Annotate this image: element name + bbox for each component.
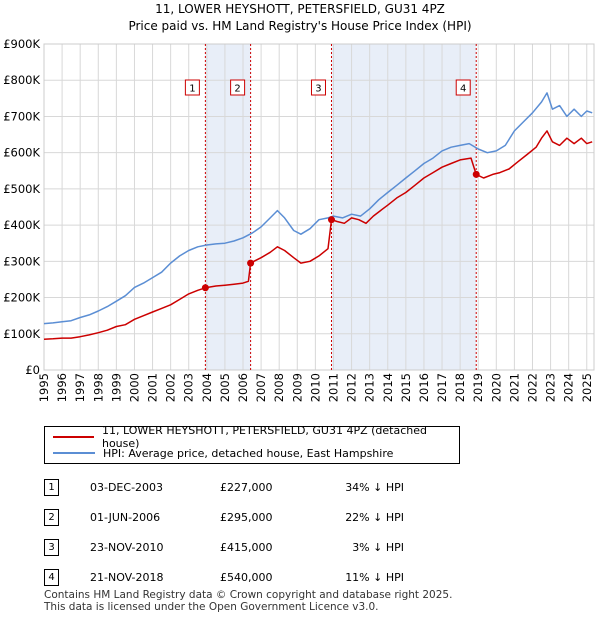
x-tick-label: 2022	[525, 373, 539, 402]
y-tick-label: £900K	[3, 37, 40, 51]
sale-number-box: 3	[44, 538, 59, 556]
x-tick-label: 1998	[91, 373, 105, 402]
sale-number: 1	[44, 472, 90, 502]
x-tick-label: 2018	[453, 373, 467, 402]
y-tick-label: £400K	[3, 218, 40, 232]
sale-point-2	[247, 259, 255, 267]
x-tick-label: 2021	[507, 373, 521, 402]
sale-point-4	[472, 170, 480, 178]
series-line-property	[43, 130, 593, 340]
series-line-hpi	[43, 92, 593, 325]
sale-label-box-1	[184, 79, 200, 96]
y-tick-label: £200K	[3, 291, 40, 305]
sale-date: 01-JUN-2006	[90, 510, 161, 524]
x-tick-label: 2016	[417, 373, 431, 402]
sale-label-1: 1	[189, 84, 195, 95]
x-tick-label: 2002	[164, 373, 178, 402]
sale-label-4: 4	[460, 84, 466, 95]
sale-number: 2	[44, 502, 90, 532]
sale-price: £295,000	[220, 510, 273, 524]
footer-licence: This data is licensed under the Open Gov…	[44, 601, 379, 613]
sale-hpi-diff: 22% ↓ HPI	[345, 510, 404, 524]
y-tick-label: £800K	[3, 73, 40, 87]
legend-line-red	[53, 436, 94, 438]
x-tick-label: 2008	[272, 373, 286, 402]
x-tick-label: 1996	[55, 373, 69, 402]
sales-row: 1 03-DEC-2003 £227,000 34% ↓ HPI	[44, 472, 404, 502]
sale-number: 3	[44, 532, 90, 562]
x-tick-label: 2019	[471, 373, 485, 402]
y-tick-label: £600K	[3, 146, 40, 160]
legend-item-hpi: HPI: Average price, detached house, East…	[53, 445, 393, 461]
sale-price: £415,000	[220, 540, 273, 554]
x-tick-label: 2007	[254, 373, 268, 402]
sale-label-box-3	[310, 79, 326, 96]
x-tick-label: 2010	[308, 373, 322, 402]
x-tick-label: 2025	[580, 373, 594, 402]
plot-area: £0 £100K £200K £300K £400K £500K £600K £700K £80…	[3, 37, 595, 402]
sale-price: £227,000	[220, 480, 273, 494]
legend-label-hpi: HPI: Average price, detached house, East…	[103, 446, 394, 460]
x-tick-label: 1997	[73, 373, 87, 402]
x-tick-label: 2009	[290, 373, 304, 402]
x-tick-label: 2012	[345, 373, 359, 402]
shaded-period-2	[331, 44, 477, 370]
x-tick-label: 2011	[326, 373, 340, 402]
x-tick-label: 2013	[363, 373, 377, 402]
x-tick-label: 1995	[37, 373, 51, 402]
sale-point-1	[201, 284, 209, 292]
chart-subtitle: Price paid vs. HM Land Registry's House …	[128, 19, 471, 33]
x-tick-label: 2004	[200, 373, 214, 402]
sale-date: 03-DEC-2003	[90, 480, 164, 494]
x-tick-label: 2015	[399, 373, 413, 402]
chart-title: 11, LOWER HEYSHOTT, PETERSFIELD, GU31 4P…	[155, 2, 445, 16]
sale-number-box: 2	[44, 508, 59, 526]
x-tick-label: 2017	[435, 373, 449, 402]
x-tick-label: 2006	[236, 373, 250, 402]
sale-point-3	[327, 216, 335, 224]
sale-label-box-2	[230, 79, 246, 96]
price-chart: 11, LOWER HEYSHOTT, PETERSFIELD, GU31 4P…	[3, 2, 595, 402]
x-tick-label: 2005	[218, 373, 232, 402]
sale-date: 23-NOV-2010	[90, 540, 164, 554]
x-tick-label: 2003	[182, 373, 196, 402]
sale-hpi-diff: 3% ↓ HPI	[352, 540, 404, 554]
sales-row: 3 23-NOV-2010 £415,000 3% ↓ HPI	[44, 532, 404, 562]
y-tick-label: £700K	[3, 109, 40, 123]
y-tick-label: £100K	[3, 327, 40, 341]
footer-copyright: Contains HM Land Registry data © Crown c…	[44, 589, 453, 601]
legend-label-property: 11, LOWER HEYSHOTT, PETERSFIELD, GU31 4P…	[101, 424, 428, 450]
x-tick-label: 1999	[109, 373, 123, 402]
sale-hpi-diff: 34% ↓ HPI	[345, 480, 404, 494]
sales-table: 1 03-DEC-2003 £227,000 34% ↓ HPI 2 01-JUN-200…	[44, 472, 404, 592]
x-tick-label: 2001	[146, 373, 160, 402]
sale-hpi-diff: 11% ↓ HPI	[345, 570, 404, 584]
legend-item-property: 11, LOWER HEYSHOTT, PETERSFIELD, GU31 4P…	[53, 424, 459, 450]
sale-number-box: 4	[44, 568, 59, 586]
sale-date: 21-NOV-2018	[90, 570, 164, 584]
sale-number-box: 1	[44, 478, 59, 496]
x-tick-label: 2014	[381, 373, 395, 402]
sales-row: 2 01-JUN-2006 £295,000 22% ↓ HPI	[44, 502, 404, 532]
y-tick-label: £300K	[3, 254, 40, 268]
plot-background	[44, 44, 594, 370]
x-tick-label: 2024	[562, 373, 576, 402]
x-tick-label: 2000	[127, 373, 141, 402]
sale-price: £540,000	[220, 570, 273, 584]
sale-label-box-4	[455, 79, 471, 96]
sale-label-3: 3	[315, 84, 321, 95]
sale-label-2: 2	[234, 84, 240, 95]
plot-border	[43, 43, 595, 371]
y-tick-label: £500K	[3, 182, 40, 196]
sales-row: 4 21-NOV-2018 £540,000 11% ↓ HPI	[44, 562, 404, 592]
legend-line-blue	[53, 452, 95, 454]
sale-number: 4	[44, 562, 90, 592]
footer: Contains HM Land Registry data © Crown c…	[44, 589, 452, 613]
x-tick-label: 2023	[544, 373, 558, 402]
y-tick-label: £0	[25, 363, 40, 377]
x-tick-label: 2020	[489, 373, 503, 402]
chart-legend: 11, LOWER HEYSHOTT, PETERSFIELD, GU31 4P…	[44, 424, 460, 464]
